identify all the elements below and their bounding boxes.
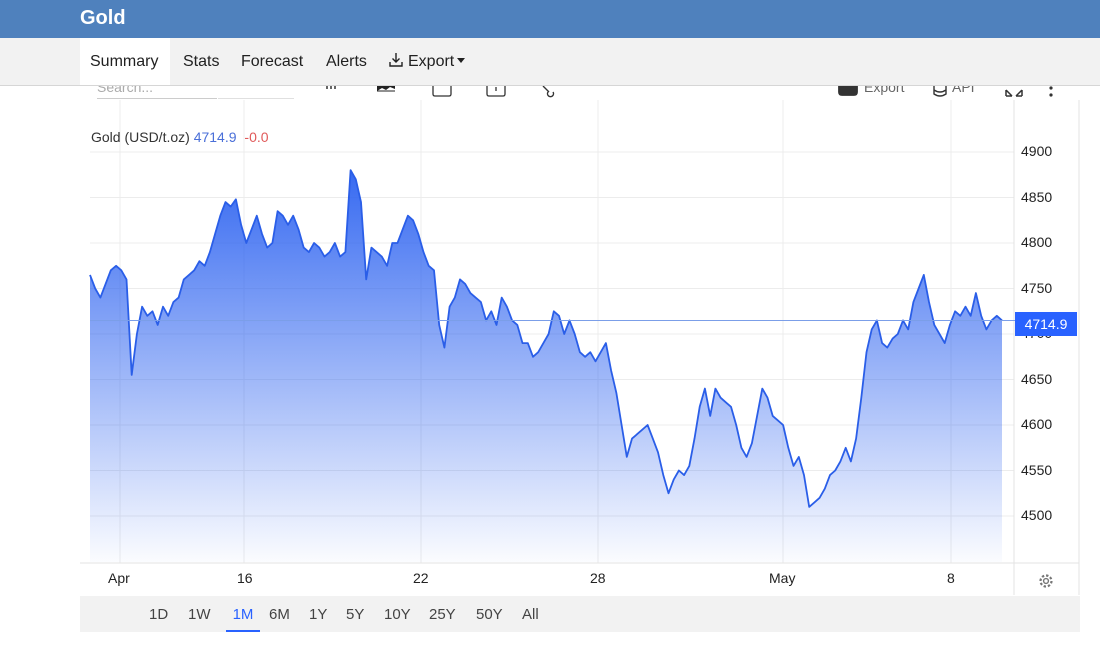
tab-stats-label: Stats xyxy=(183,53,220,70)
wrench-icon xyxy=(542,86,555,98)
y-tick-label: 4750 xyxy=(1021,279,1053,296)
more-button[interactable] xyxy=(1046,86,1056,98)
tab-alerts-label: Alerts xyxy=(326,53,367,70)
search-placeholder: Search... xyxy=(97,86,154,95)
x-tick-label: May xyxy=(769,570,796,586)
price-chart[interactable] xyxy=(80,86,1080,632)
legend-value: 4714.9 xyxy=(193,129,237,145)
search-underline xyxy=(218,86,294,99)
mountain-icon xyxy=(377,86,395,92)
export-box-icon xyxy=(838,86,858,96)
calendar-icon xyxy=(486,86,506,97)
chevron-down-icon xyxy=(457,58,466,64)
kebab-icon xyxy=(1049,86,1053,97)
square-icon xyxy=(432,86,452,97)
legend-change: -0.0 xyxy=(244,129,269,145)
x-tick-label: 8 xyxy=(947,570,955,586)
current-price-tag: 4714.9 xyxy=(1015,312,1077,336)
price-area xyxy=(90,170,1002,562)
tab-stats[interactable]: Stats xyxy=(183,38,219,85)
range-50y[interactable]: 50Y xyxy=(476,606,503,623)
compare-icon[interactable] xyxy=(432,86,454,98)
indicator-glyph-icon xyxy=(326,86,336,89)
chart-legend: Gold (USD/t.oz) 4714.9 -0.0 xyxy=(91,129,269,145)
legend-label: Gold (USD/t.oz) xyxy=(91,129,190,145)
y-tick-label: 4800 xyxy=(1021,234,1053,250)
price-line xyxy=(89,169,1003,508)
api-button[interactable]: API xyxy=(932,86,982,98)
export-dropdown[interactable]: Export xyxy=(388,38,466,85)
expand-icon xyxy=(1005,89,1023,97)
range-10y[interactable]: 10Y xyxy=(384,606,411,623)
tab-summary[interactable]: Summary xyxy=(80,38,170,85)
range-selector: 1D 1W 1M 6M 1Y 5Y 10Y 25Y 50Y All xyxy=(80,596,1080,632)
range-6m[interactable]: 6M xyxy=(269,606,290,623)
range-1m[interactable]: 1M xyxy=(226,596,260,632)
tab-summary-label: Summary xyxy=(90,53,159,70)
export-label: Export xyxy=(408,53,455,70)
tab-forecast-label: Forecast xyxy=(241,53,304,70)
fullscreen-button[interactable] xyxy=(1004,86,1024,98)
range-1d[interactable]: 1D xyxy=(149,606,169,623)
range-5y[interactable]: 5Y xyxy=(346,606,365,623)
app-title: Gold xyxy=(80,7,126,29)
range-all[interactable]: All xyxy=(522,606,539,623)
draw-icon[interactable] xyxy=(540,86,556,98)
range-1y[interactable]: 1Y xyxy=(309,606,328,623)
database-icon xyxy=(933,86,947,97)
search-input[interactable]: Search... xyxy=(97,86,217,99)
y-tick-label: 4600 xyxy=(1021,416,1053,432)
download-icon xyxy=(389,53,403,67)
indicator-icon[interactable] xyxy=(325,86,339,98)
tab-alerts[interactable]: Alerts xyxy=(326,38,367,85)
chart-type-icon[interactable] xyxy=(376,86,396,98)
y-tick-label: 4850 xyxy=(1021,188,1053,205)
gear-icon[interactable] xyxy=(1037,572,1055,590)
annotation-icon[interactable] xyxy=(486,86,508,98)
y-tick-label: 4550 xyxy=(1021,461,1053,478)
y-tick-label: 4650 xyxy=(1021,370,1053,387)
y-tick-label: 4500 xyxy=(1021,507,1053,523)
y-tick-label: 4900 xyxy=(1021,143,1053,159)
x-tick-label: Apr xyxy=(108,570,130,586)
x-tick-label: 28 xyxy=(590,570,606,586)
tab-forecast[interactable]: Forecast xyxy=(241,38,303,85)
tab-bar: Summary Stats Forecast Alerts Export xyxy=(0,38,1100,86)
toolbar-export-button[interactable]: Export xyxy=(838,86,914,98)
x-tick-label: 22 xyxy=(413,570,429,586)
range-25y[interactable]: 25Y xyxy=(429,606,456,623)
x-tick-label: 16 xyxy=(237,570,253,586)
app-header: Gold xyxy=(0,0,1100,38)
range-1w[interactable]: 1W xyxy=(188,606,211,623)
